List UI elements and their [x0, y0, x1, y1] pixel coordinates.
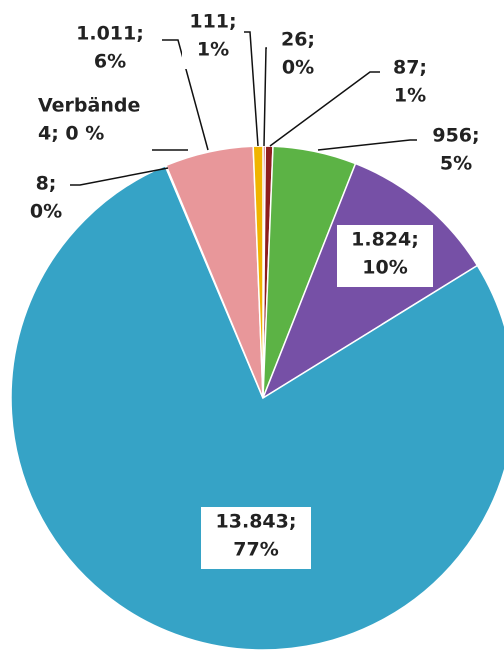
data-label: 5%: [440, 153, 472, 175]
pie: [10, 145, 504, 651]
data-label: 4; 0 %: [38, 123, 104, 145]
pie-slice: [252, 145, 264, 399]
data-label: 13.843;: [216, 511, 297, 533]
data-label: 1%: [394, 85, 426, 107]
label-box: [201, 507, 311, 569]
data-labels: 26; 0% 87; 1% 956; 5% 1.824; 10% 13.843; 77% 8; 0% V…: [24, 7, 492, 569]
leader-lines: [70, 31, 417, 186]
data-label: 8;: [36, 173, 57, 195]
leader-line: [269, 71, 382, 147]
data-label: 10%: [362, 257, 407, 279]
data-label: 1.011;: [76, 23, 144, 45]
pie-slice: [10, 164, 504, 651]
leader-line: [317, 139, 417, 151]
data-label: 1%: [197, 39, 229, 61]
data-label: 26;: [281, 29, 315, 51]
leader-line: [244, 31, 259, 147]
label-box: [337, 225, 433, 287]
data-label: 6%: [94, 51, 126, 73]
data-label: 956;: [432, 125, 479, 147]
label-box: [24, 169, 68, 231]
data-label: 1.824;: [351, 229, 419, 251]
data-label: 0%: [30, 201, 62, 223]
data-label: 77%: [233, 539, 278, 561]
label-box: [380, 53, 440, 115]
data-label: 111;: [189, 11, 236, 33]
label-box: [267, 25, 329, 87]
label-box: [420, 121, 492, 183]
leader-line: [162, 39, 209, 151]
data-label: 87;: [393, 57, 427, 79]
label-box: [32, 91, 152, 153]
leader-line: [70, 167, 169, 186]
label-box: [67, 19, 153, 81]
data-label: 0%: [282, 57, 314, 79]
label-box: [182, 7, 244, 69]
category-label: Verbände: [38, 95, 140, 117]
